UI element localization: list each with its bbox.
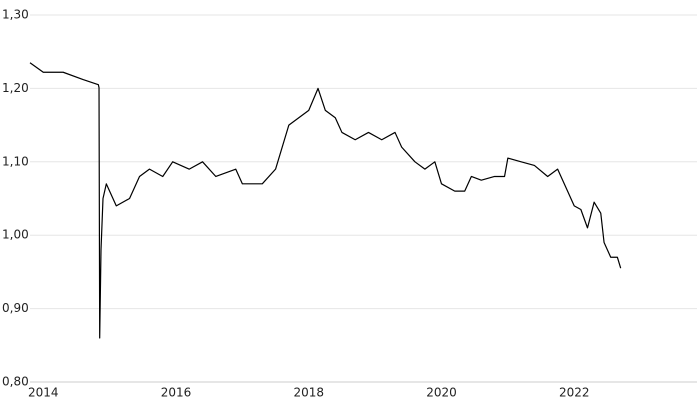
y-tick-label: 0,80 — [2, 375, 29, 389]
y-tick-label: 1,00 — [2, 228, 29, 242]
y-tick-label: 0,90 — [2, 301, 29, 315]
x-tick-label: 2016 — [161, 386, 192, 400]
line-series — [29, 62, 622, 339]
x-tick-label: 2018 — [293, 386, 324, 400]
y-tick-label: 1,30 — [2, 8, 29, 22]
x-tick-label: 2020 — [426, 386, 457, 400]
y-tick-label: 1,10 — [2, 154, 29, 168]
y-tick-label: 1,20 — [2, 81, 29, 95]
x-tick-label: 2014 — [28, 386, 59, 400]
x-tick-label: 2022 — [559, 386, 590, 400]
